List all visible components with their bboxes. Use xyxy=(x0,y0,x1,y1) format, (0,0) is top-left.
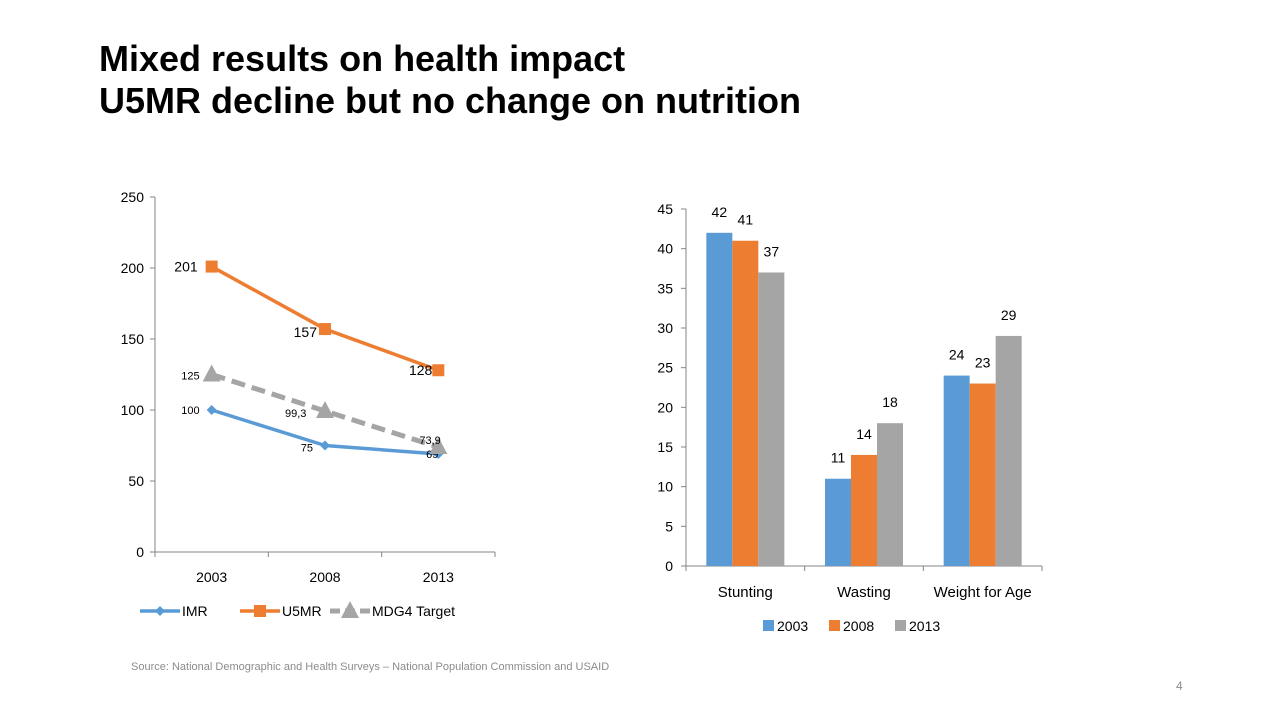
series-mdg4-target: 125 99,3 73,9 xyxy=(181,364,448,455)
bar-data-label: 23 xyxy=(975,355,991,371)
bar-data-label: 41 xyxy=(738,212,754,228)
legend-label: MDG4 Target xyxy=(372,603,455,619)
x-tick-label: Wasting xyxy=(837,584,891,601)
y-tick-label: 45 xyxy=(657,201,673,217)
bar-2003-weight-for-age xyxy=(943,375,970,566)
u5mr-marker xyxy=(205,260,218,273)
bar-data-label: 37 xyxy=(764,243,780,259)
bar-2013-wasting xyxy=(877,423,903,566)
y-tick-label: 200 xyxy=(121,260,145,276)
mdg4-target-marker xyxy=(316,400,334,418)
bar-series-2013: 37 18 29 xyxy=(758,243,1022,566)
y-tick-label: 20 xyxy=(657,399,673,415)
x-tick-label: Weight for Age xyxy=(934,584,1032,601)
bar-series-2008: 41 14 23 xyxy=(732,212,996,566)
bar-2008-weight-for-age xyxy=(969,383,996,566)
bar-2008-wasting xyxy=(851,454,877,566)
u5mr-data-label: 157 xyxy=(294,324,318,340)
bar-data-label: 42 xyxy=(712,204,728,220)
legend-item-2003: 2003 xyxy=(763,618,808,634)
bar-2003-wasting xyxy=(825,478,851,566)
bar-series-2003: 42 11 24 xyxy=(706,204,970,567)
legend-label: 2008 xyxy=(843,618,874,634)
bar-2013-weight-for-age xyxy=(995,335,1022,566)
legend-label: 2003 xyxy=(777,618,808,634)
legend-swatch xyxy=(829,620,840,631)
slide-title-line-1: Mixed results on health impact xyxy=(99,38,626,79)
mdg4-target-marker xyxy=(429,437,448,455)
slide-title-line-2: U5MR decline but no change on nutrition xyxy=(99,80,801,121)
x-tick-label: Stunting xyxy=(718,584,773,601)
mdg4-target-data-label: 73,9 xyxy=(419,435,440,447)
u5mr-data-label: 201 xyxy=(174,259,198,275)
imr-marker xyxy=(206,405,217,415)
y-tick-label: 0 xyxy=(136,544,144,560)
legend-item-u5mr: U5MR xyxy=(240,603,322,619)
series-u5mr: 201 157 128 xyxy=(174,259,445,378)
y-tick-label: 5 xyxy=(665,518,673,534)
legend-label: 2013 xyxy=(909,618,940,634)
x-tick-label: 2008 xyxy=(309,569,340,585)
source-note: Source: National Demographic and Health … xyxy=(131,661,610,673)
y-tick-label: 250 xyxy=(121,189,145,205)
imr-data-label: 100 xyxy=(181,405,199,417)
mdg4-target-data-label: 99,3 xyxy=(285,408,306,420)
y-tick-label: 30 xyxy=(657,320,673,336)
mdg4-target-line xyxy=(210,372,440,450)
bar-chart-legend: 2003 2008 2013 xyxy=(763,618,940,634)
u5mr-data-label: 128 xyxy=(409,362,433,378)
legend-item-imr: IMR xyxy=(140,603,208,619)
bar-data-label: 24 xyxy=(949,347,965,363)
legend-marker xyxy=(155,606,165,616)
legend-swatch xyxy=(895,620,906,631)
imr-marker xyxy=(320,440,330,451)
legend-label: IMR xyxy=(182,603,208,619)
x-tick-label: 2013 xyxy=(423,569,454,585)
legend-label: U5MR xyxy=(282,603,322,619)
line-chart-legend: IMR U5MR MDG4 Target xyxy=(140,601,455,619)
legend-swatch xyxy=(763,620,774,631)
mdg4-target-data-label: 125 xyxy=(181,371,199,383)
legend-item-2013: 2013 xyxy=(895,618,940,634)
bar-data-label: 18 xyxy=(882,394,898,410)
y-tick-label: 15 xyxy=(657,439,673,455)
bar-data-label: 29 xyxy=(1001,307,1017,323)
x-tick-label: 2003 xyxy=(196,569,227,585)
y-tick-label: 0 xyxy=(665,558,673,574)
legend-marker xyxy=(341,601,359,618)
bar-2008-stunting xyxy=(732,240,759,566)
y-tick-label: 150 xyxy=(121,331,145,347)
legend-item-2008: 2008 xyxy=(829,618,874,634)
y-tick-label: 50 xyxy=(128,473,144,489)
y-tick-label: 35 xyxy=(657,280,673,296)
imr-data-label: 75 xyxy=(301,443,313,455)
u5mr-marker xyxy=(319,323,331,336)
mdg4-target-marker xyxy=(202,364,221,382)
bar-2003-stunting xyxy=(706,232,733,567)
legend-marker xyxy=(254,605,266,617)
bar-data-label: 11 xyxy=(831,450,846,466)
y-tick-label: 25 xyxy=(657,360,673,376)
page-number: 4 xyxy=(1176,679,1183,693)
y-tick-label: 40 xyxy=(657,241,673,257)
slide-title: Mixed results on health impact U5MR decl… xyxy=(99,38,801,122)
y-tick-label: 10 xyxy=(657,479,673,495)
u5mr-marker xyxy=(432,364,445,377)
y-tick-label: 100 xyxy=(121,402,145,418)
bar-data-label: 14 xyxy=(856,426,872,442)
bar-2013-stunting xyxy=(758,272,785,566)
legend-item-mdg4-target: MDG4 Target xyxy=(330,601,455,619)
